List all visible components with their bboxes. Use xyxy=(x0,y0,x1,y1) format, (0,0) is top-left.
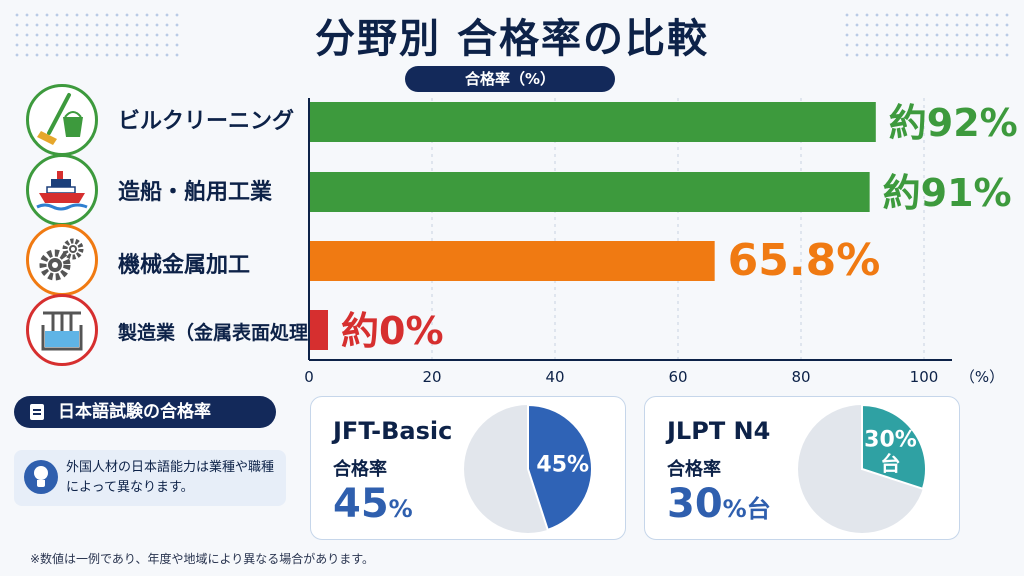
x-tick-label: 20 xyxy=(422,368,441,386)
category-label-machinery: 機械金属加工 xyxy=(118,253,251,278)
document-icon xyxy=(30,404,44,420)
pie-slice-value xyxy=(527,403,593,532)
jft-basic-card: JFT-Basic 合格率 45% 45% xyxy=(310,396,626,540)
x-tick-label: 60 xyxy=(668,368,687,386)
axis-title-badge: 合格率（%） xyxy=(405,66,615,92)
data-label: 約92% xyxy=(889,101,1018,145)
ship-icon xyxy=(26,154,98,226)
plating-tank-icon xyxy=(26,294,98,366)
category-label-shipbuilding: 造船・舶用工業 xyxy=(118,180,273,205)
decorative-dots-left xyxy=(12,10,182,58)
pie-chart-jft: 45% xyxy=(464,403,593,533)
pie-slice-value xyxy=(861,403,927,491)
data-label: 約0% xyxy=(341,309,444,353)
card-exam-name: JLPT N4 xyxy=(667,417,771,445)
x-tick-label: 0 xyxy=(304,368,314,386)
category-label-cleaning: ビルクリーニング xyxy=(118,109,295,134)
category-label-surface-treatment: 製造業（金属表面処理） xyxy=(118,322,328,344)
pie-label-suffix: 台 xyxy=(880,451,900,475)
footnote: ※数値は一例であり、年度や地域により異なる場合があります。 xyxy=(30,552,375,566)
card-rate-value: 45% xyxy=(333,481,413,527)
jlpt-n4-card: JLPT N4 合格率 30%台 30% 台 xyxy=(644,396,960,540)
pie-label: 30% xyxy=(864,427,917,452)
japanese-test-heading-badge: 日本語試験の合格率 xyxy=(14,396,276,428)
lightbulb-icon xyxy=(24,460,58,494)
gears-icon xyxy=(26,224,98,296)
bar xyxy=(310,172,870,212)
card-rate-label: 合格率 xyxy=(667,459,721,480)
japanese-test-heading: 日本語試験の合格率 xyxy=(58,402,211,422)
data-label: 約91% xyxy=(883,171,1012,215)
card-rate-label: 合格率 xyxy=(333,459,387,480)
info-note-text: 外国人材の日本語能力は業種や職種によって異なります。 xyxy=(66,460,275,495)
bar xyxy=(310,310,328,350)
x-tick-label: 80 xyxy=(791,368,810,386)
card-exam-name: JFT-Basic xyxy=(333,417,453,445)
bar xyxy=(310,241,715,281)
decorative-dots-right xyxy=(842,10,1012,58)
bar xyxy=(310,102,876,142)
x-tick-label: 100 xyxy=(910,368,939,386)
bar-chart: 0 20 40 60 80 100 （%） 約92% 約91%65.8% 約0% xyxy=(304,98,1018,386)
pie-label: 45% xyxy=(536,452,589,477)
data-label: 65.8% xyxy=(728,235,881,286)
x-tick-label: 40 xyxy=(545,368,564,386)
info-note-box: 外国人材の日本語能力は業種や職種によって異なります。 xyxy=(14,450,286,506)
x-axis-unit: （%） xyxy=(960,368,1004,386)
page-title: 分野別 合格率の比較 xyxy=(315,16,709,62)
pie-chart-jlpt: 30%台 xyxy=(798,403,927,533)
card-rate-value: 30%台 xyxy=(667,481,771,527)
